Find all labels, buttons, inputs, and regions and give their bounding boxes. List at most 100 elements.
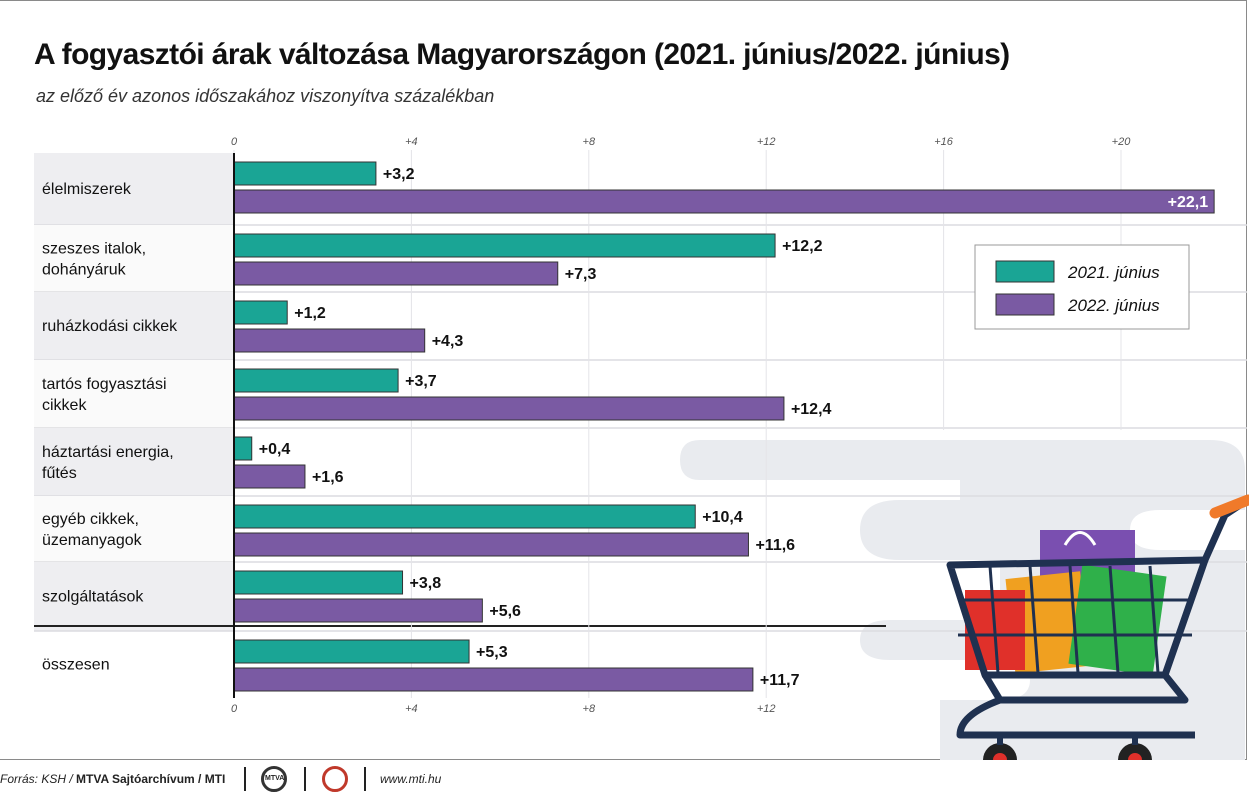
data-label: +1,2: [294, 305, 326, 322]
mti-logo-icon: [322, 766, 348, 792]
category-label: összesen: [42, 657, 110, 674]
cart-frame: [956, 672, 1195, 739]
data-label: +1,6: [312, 469, 344, 486]
category-label: cikkek: [42, 397, 87, 414]
category-label: szeszes italok,: [42, 241, 146, 258]
cart-bar: [1028, 565, 1040, 674]
separator: [364, 767, 366, 791]
source-url: www.mti.hu: [380, 772, 442, 786]
category-label: egyéb cikkek,: [42, 511, 139, 528]
bottom-tick-label: +4: [405, 703, 418, 715]
bar: [233, 667, 754, 692]
data-label: +11,6: [755, 537, 795, 554]
bar: [233, 570, 404, 595]
cart-wheel-hub: [1128, 753, 1142, 760]
category-label: üzemanyagok: [42, 532, 143, 549]
category-label: háztartási energia,: [42, 444, 174, 461]
row-label-background: [34, 292, 234, 360]
bar: [233, 396, 785, 421]
bag-handle: [1063, 531, 1097, 546]
bar: [233, 639, 470, 664]
legend: 2021. június 2022. június: [974, 244, 1190, 330]
row-label-background: [34, 428, 234, 496]
row-label-background: [34, 496, 234, 562]
source-prefix: Forrás: KSH /: [0, 772, 73, 786]
background-shape: [680, 440, 1245, 760]
top-tick-label: +12: [757, 136, 776, 148]
data-label: +3,2: [383, 166, 415, 183]
background-cloud-shape: [680, 440, 1245, 760]
bar: [233, 189, 1215, 214]
bar: [233, 368, 399, 393]
data-label: +4,3: [432, 333, 464, 350]
data-label: +3,8: [410, 575, 442, 592]
bar-chart: élelmiszerek szeszes italok, dohányáruk ruh…: [34, 136, 1249, 760]
data-label: +5,6: [489, 603, 521, 620]
source-credit: MTVA Sajtóarchívum / MTI: [76, 772, 226, 786]
footer: Forrás: KSH / MTVA Sajtóarchívum / MTI M…: [0, 762, 1249, 794]
orange-bag: [1005, 571, 1091, 674]
separator: [304, 767, 306, 791]
data-label: +7,3: [565, 266, 597, 283]
top-tick-label: +16: [934, 136, 954, 148]
cart-bar: [1068, 565, 1080, 674]
legend-label: 2021. június: [1067, 263, 1160, 282]
bar: [233, 261, 559, 286]
row-label-background: [34, 225, 234, 292]
shopping-cart-icon: [946, 494, 1249, 760]
chart-title: A fogyasztói árak változása Magyarország…: [34, 38, 1010, 71]
data-label: +12,2: [782, 238, 823, 255]
bar: [233, 233, 776, 258]
data-label: +5,3: [476, 644, 508, 661]
bar: [233, 598, 483, 623]
cart-handle-grip: [1209, 494, 1249, 519]
bar: [233, 300, 288, 325]
data-label: +12,4: [791, 401, 832, 418]
category-rows: élelmiszerek szeszes italok, dohányáruk ruh…: [34, 153, 1247, 674]
mtva-logo-text: MTVA: [265, 775, 285, 782]
category-label: tartós fogyasztási: [42, 376, 167, 393]
cart-bar: [1108, 565, 1120, 674]
cart-wheel: [983, 743, 1017, 760]
bar: [233, 504, 696, 529]
bars: +3,2 +22,1 +12,2 +7,3 +1,2 +4,3 +3,7 +12,4 +0,4 +…: [233, 153, 1215, 698]
mtva-logo-icon: MTVA: [261, 766, 287, 792]
category-label: ruházkodási cikkek: [42, 318, 178, 335]
category-label: szolgáltatások: [42, 589, 144, 606]
bar: [233, 436, 253, 461]
category-label: dohányáruk: [42, 262, 127, 279]
category-label: élelmiszerek: [42, 181, 132, 198]
data-label: +10,4: [702, 509, 743, 526]
bar: [233, 532, 749, 557]
bottom-tick-label: +8: [583, 703, 596, 715]
row-label-background: [34, 360, 234, 428]
separator: [244, 767, 246, 791]
row-label-background: [34, 153, 234, 225]
data-label: +0,4: [259, 441, 291, 458]
row-label-background: [34, 562, 234, 631]
legend-swatch: [995, 260, 1055, 283]
bottom-tick-label: +12: [757, 703, 776, 715]
top-tick-label: +8: [583, 136, 596, 148]
data-label: +11,7: [760, 672, 800, 689]
cart-bar: [988, 565, 1000, 674]
top-tick-label: 0: [231, 136, 238, 148]
green-bag: [1068, 564, 1167, 676]
bar: [233, 328, 426, 353]
legend-swatch: [995, 293, 1055, 316]
cart-wheel-hub: [993, 753, 1007, 760]
cart-bar: [1148, 565, 1160, 674]
category-label: fűtés: [42, 465, 77, 482]
bar: [233, 464, 306, 489]
bar: [233, 161, 377, 186]
cart-wheel: [1118, 743, 1152, 760]
data-label: +3,7: [405, 373, 437, 390]
top-tick-label: +20: [1112, 136, 1132, 148]
legend-label: 2022. június: [1067, 296, 1160, 315]
legend-box: [974, 244, 1190, 330]
data-label: +22,1: [1168, 194, 1209, 211]
axis-ticks: 0 +4 +8 +12 +16 +20 0 +4 +8 +12: [231, 136, 1131, 715]
bottom-tick-label: 0: [231, 703, 238, 715]
top-tick-label: +4: [405, 136, 418, 148]
